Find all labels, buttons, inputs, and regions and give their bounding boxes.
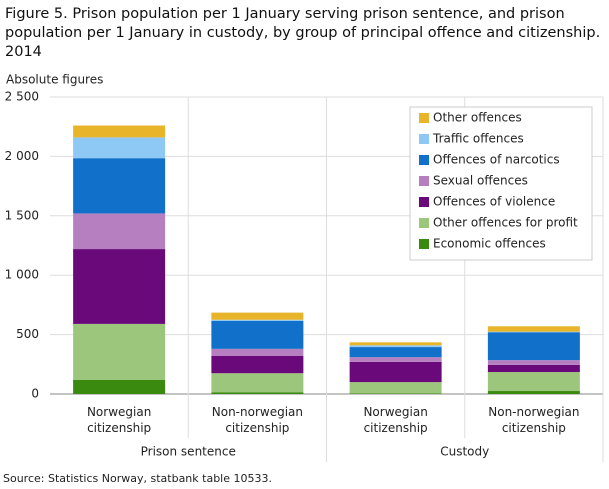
bar-segment <box>211 373 304 393</box>
bar-segment <box>73 249 166 324</box>
bar-segment <box>73 323 166 380</box>
legend-label: Sexual offences <box>433 174 528 188</box>
legend-label: Offences of violence <box>433 195 555 209</box>
x-tick-label: Non-norwegian citizenship <box>211 405 303 435</box>
group-label: Prison sentence <box>141 445 236 459</box>
bar-segment <box>73 158 166 214</box>
chart-title: Figure 5. Prison population per 1 Januar… <box>5 6 601 60</box>
legend-swatch <box>419 239 429 249</box>
x-tick-label: Norwegian citizenship <box>86 405 152 435</box>
legend-label: Other offences for profit <box>433 216 578 230</box>
bar-segment <box>73 379 166 394</box>
bar-segment <box>487 391 580 394</box>
y-tick-label: 2 000 <box>5 149 39 163</box>
bar-segment <box>487 332 580 361</box>
bar-segment <box>211 355 304 374</box>
legend-label: Economic offences <box>433 237 546 251</box>
bar-segment <box>487 331 580 333</box>
bar-segment <box>211 392 304 394</box>
bar-segment <box>349 361 442 383</box>
source: Source: Statistics Norway, statbank tabl… <box>3 472 272 485</box>
bar-segment <box>487 364 580 373</box>
bar-segment <box>349 393 442 394</box>
bar-segment <box>487 372 580 392</box>
legend-label: Other offences <box>433 111 522 125</box>
y-axis-label: Absolute figures <box>6 73 103 87</box>
legend-swatch <box>419 197 429 207</box>
bar-segment <box>73 125 166 138</box>
bar-segment <box>211 348 304 356</box>
x-tick-label: Non-norwegian citizenship <box>488 405 580 435</box>
bar-segment <box>211 319 304 321</box>
bar-segment <box>349 382 442 394</box>
legend-label: Traffic offences <box>432 132 524 146</box>
legend-swatch <box>419 113 429 123</box>
bar-segment <box>211 312 304 320</box>
y-tick-label: 1 500 <box>5 208 39 222</box>
y-tick-label: 2 500 <box>5 90 39 104</box>
legend-swatch <box>419 155 429 165</box>
legend-swatch <box>419 218 429 228</box>
bar-segment <box>349 347 442 358</box>
bar-segment <box>349 357 442 362</box>
legend-swatch <box>419 134 429 144</box>
bar-segment <box>349 342 442 346</box>
bar-segment <box>349 345 442 348</box>
y-tick-label: 0 <box>31 387 39 401</box>
group-label: Custody <box>440 445 489 459</box>
y-tick-label: 1 000 <box>5 268 39 282</box>
legend-label: Offences of narcotics <box>433 153 560 167</box>
legend-box <box>409 106 593 261</box>
legend-swatch <box>419 176 429 186</box>
bar-segment <box>487 360 580 365</box>
y-tick-label: 500 <box>16 327 39 341</box>
bar-segment <box>211 320 304 349</box>
bar-segment <box>73 137 166 159</box>
x-tick-label: Norwegian citizenship <box>363 405 428 435</box>
bar-segment <box>487 326 580 332</box>
bar-segment <box>73 213 166 250</box>
